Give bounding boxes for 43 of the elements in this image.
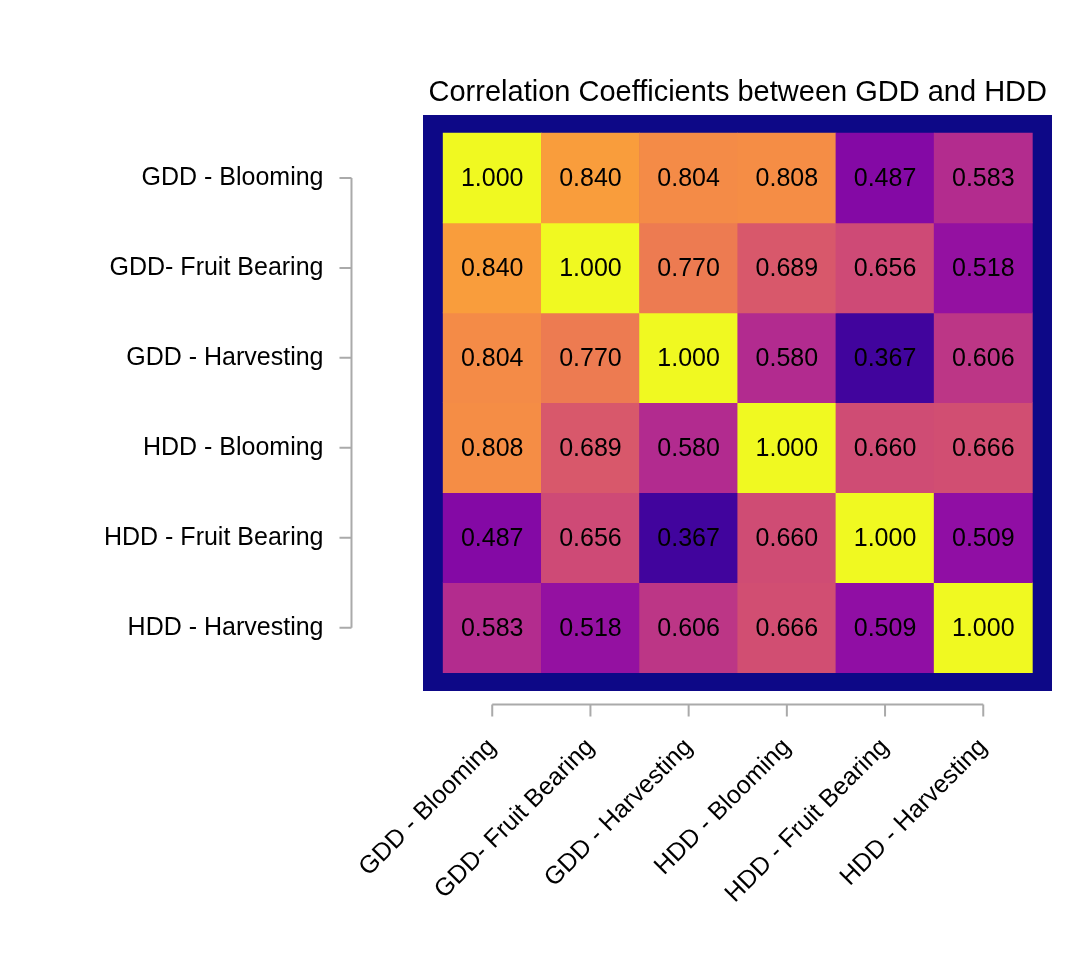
data-label: 0.660: [853, 432, 917, 461]
data-label: 0.808: [755, 162, 819, 191]
y-tick-label: GDD - Harvesting: [126, 341, 324, 370]
data-label: 0.840: [460, 252, 524, 281]
data-label: 0.606: [657, 612, 720, 641]
data-label: 0.583: [460, 612, 524, 641]
y-tick-label: GDD - Blooming: [141, 161, 324, 190]
data-label: 1.000: [853, 522, 917, 551]
data-label: 0.487: [853, 162, 917, 191]
data-label: 0.808: [460, 432, 524, 461]
data-label: 0.804: [657, 162, 721, 191]
data-label: 0.580: [755, 342, 819, 371]
y-tick-label: HDD - Harvesting: [127, 611, 324, 640]
data-label: 0.656: [559, 522, 622, 551]
y-tick-label: HDD - Blooming: [142, 431, 324, 460]
data-label: 0.580: [657, 432, 720, 461]
data-label: 1.000: [951, 612, 1015, 641]
chart-title: Correlation Coefficients between GDD and HDD: [428, 74, 1047, 107]
data-label: 0.689: [559, 432, 622, 461]
data-label: 0.583: [951, 162, 1015, 191]
data-label: 0.770: [657, 252, 720, 281]
y-tick-label: HDD - Fruit Bearing: [103, 521, 324, 550]
data-label: 0.656: [853, 252, 917, 281]
data-label: 0.509: [951, 522, 1015, 551]
y-tick-label: GDD- Fruit Bearing: [109, 251, 324, 280]
data-label: 0.666: [951, 432, 1015, 461]
data-label: 0.367: [853, 342, 917, 371]
data-label: 1.000: [755, 432, 819, 461]
data-label: 0.487: [460, 522, 524, 551]
data-label: 1.000: [460, 162, 524, 191]
data-label: 0.840: [559, 162, 622, 191]
data-label: 0.770: [559, 342, 622, 371]
data-label: 1.000: [657, 342, 720, 371]
data-label: 0.606: [951, 342, 1015, 371]
data-label: 0.518: [951, 252, 1015, 281]
data-label: 0.367: [657, 522, 720, 551]
data-label: 0.689: [755, 252, 819, 281]
data-label: 0.509: [853, 612, 917, 641]
data-label: 0.518: [559, 612, 622, 641]
data-label: 1.000: [559, 252, 622, 281]
data-label: 0.666: [755, 612, 819, 641]
data-label: 0.660: [755, 522, 819, 551]
data-label: 0.804: [460, 342, 524, 371]
